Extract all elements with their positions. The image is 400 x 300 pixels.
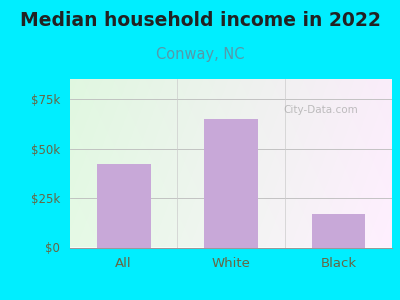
Text: City-Data.com: City-Data.com	[284, 105, 358, 115]
Bar	[204, 119, 258, 248]
Text: Conway, NC: Conway, NC	[156, 46, 244, 62]
Bar	[97, 164, 150, 248]
Bar	[312, 214, 365, 247]
Text: Median household income in 2022: Median household income in 2022	[20, 11, 380, 29]
